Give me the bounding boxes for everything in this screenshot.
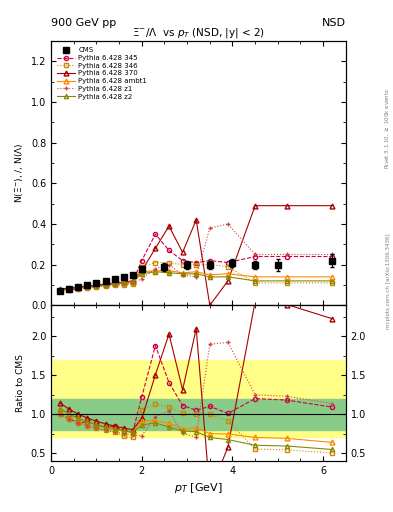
Bar	[51, 399, 346, 430]
Legend: CMS, Pythia 6.428 345, Pythia 6.428 346, Pythia 6.428 370, Pythia 6.428 ambt1, P: CMS, Pythia 6.428 345, Pythia 6.428 346,…	[55, 45, 150, 102]
Y-axis label: Ratio to CMS: Ratio to CMS	[16, 354, 25, 412]
Text: NSD: NSD	[322, 18, 346, 28]
X-axis label: $p_{T}$ [GeV]: $p_{T}$ [GeV]	[174, 481, 223, 495]
Title: $\Xi^{-}/\Lambda$  vs $p_{T}$ (NSD, |y| < 2): $\Xi^{-}/\Lambda$ vs $p_{T}$ (NSD, |y| <…	[132, 26, 265, 40]
Y-axis label: N($\Xi^{-}$), /, N($\Lambda$): N($\Xi^{-}$), /, N($\Lambda$)	[13, 143, 25, 203]
Text: Rivet 3.1.10, $\geq$ 100k events: Rivet 3.1.10, $\geq$ 100k events	[384, 88, 391, 168]
Bar	[51, 360, 346, 437]
Text: mcplots.cern.ch [arXiv:1306.3436]: mcplots.cern.ch [arXiv:1306.3436]	[386, 234, 391, 329]
Text: 900 GeV pp: 900 GeV pp	[51, 18, 116, 28]
